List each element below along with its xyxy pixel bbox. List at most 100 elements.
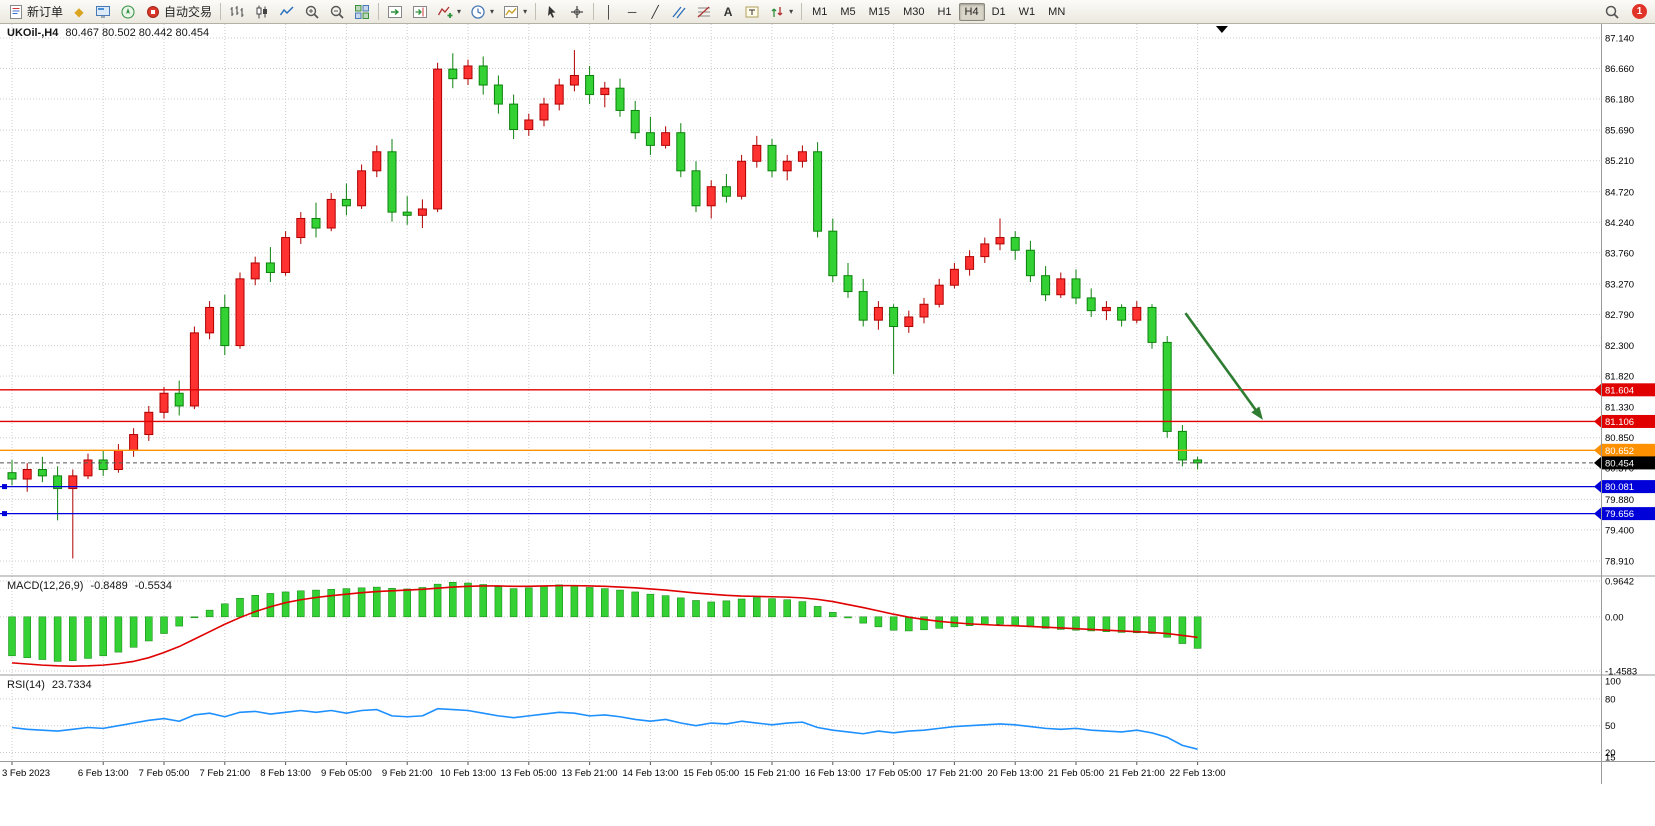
line-handle[interactable] — [2, 511, 7, 517]
zoom-out-button[interactable] — [325, 2, 349, 22]
macd-bar — [905, 616, 913, 632]
bar-chart-icon — [230, 5, 244, 17]
svg-text:81.820: 81.820 — [1605, 372, 1634, 383]
chart-canvas[interactable]: 87.140 86.660 86.180 85.690 85.210 84.720 84.2… — [0, 24, 1655, 826]
candle-body — [691, 170, 701, 207]
arrows-tool-button[interactable]: ▾ — [765, 2, 797, 22]
svg-text:15 Feb 05:00: 15 Feb 05:00 — [683, 768, 739, 779]
macd-bar — [403, 588, 411, 618]
macd-bar — [373, 586, 381, 618]
macd-bar — [798, 601, 807, 618]
horizontal-line-icon: ─ — [627, 4, 637, 19]
horizontal-line-tool-button[interactable]: ─ — [621, 2, 643, 22]
macd-bar — [1041, 616, 1050, 629]
macd-bar — [616, 589, 624, 618]
navigator-button[interactable] — [116, 2, 140, 22]
timeframe-m5-button[interactable]: M5 — [840, 5, 856, 18]
candle-body — [1177, 430, 1187, 461]
channel-tool-button[interactable] — [667, 2, 691, 22]
metaeditor-button[interactable]: ◆ — [68, 2, 90, 22]
rsi-axis-label: 50 — [1605, 721, 1616, 732]
search-button[interactable] — [1600, 2, 1624, 22]
candle-body — [995, 237, 1005, 245]
candle-body — [281, 237, 291, 273]
svg-text:14 Feb 13:00: 14 Feb 13:00 — [622, 768, 678, 779]
candle-body — [326, 198, 336, 229]
timeframe-d1-button[interactable]: D1 — [991, 5, 1006, 18]
periods-button[interactable]: ▾ — [466, 2, 498, 22]
chart-shift-marker[interactable] — [1215, 26, 1228, 33]
chart-window[interactable]: 87.140 86.660 86.180 85.690 85.210 84.720 84.2… — [0, 24, 1655, 826]
current-price-badge — [1601, 456, 1655, 470]
macd-bar — [1011, 616, 1019, 626]
autotrading-button[interactable]: 自动交易 — [141, 2, 216, 22]
price-badge-notch — [1594, 444, 1601, 457]
price-axis[interactable] — [1601, 24, 1655, 784]
macd-axis-label: 0.00 — [1605, 612, 1624, 623]
macd-bar — [38, 616, 47, 660]
channel-icon — [672, 6, 686, 18]
macd-bar — [297, 590, 305, 618]
candle-body — [1132, 306, 1142, 321]
macd-bar — [631, 591, 639, 618]
toolbar-right-group: 1 — [1600, 2, 1651, 22]
macd-bar — [1178, 616, 1187, 644]
vertical-line-tool-button[interactable]: │ — [598, 2, 620, 22]
candle-body — [858, 291, 868, 321]
auto-scroll-button[interactable] — [383, 2, 407, 22]
timeframe-mn-button[interactable]: MN — [1048, 5, 1066, 18]
candle-body — [585, 74, 595, 96]
candlestick-chart-button[interactable] — [250, 2, 274, 22]
price-level-badge — [1601, 507, 1655, 521]
zoom-in-button[interactable] — [300, 2, 324, 22]
cursor-button[interactable] — [540, 2, 564, 22]
timeframe-h4-button[interactable]: H4 — [958, 2, 985, 21]
templates-button[interactable]: ▾ — [499, 2, 531, 22]
candle-body — [144, 411, 154, 436]
macd-bar — [342, 588, 351, 618]
macd-bar — [84, 616, 92, 659]
terminal-button[interactable] — [91, 2, 115, 22]
notification-badge[interactable]: 1 — [1632, 4, 1647, 19]
macd-histogram — [8, 582, 1202, 662]
candle-body — [813, 151, 823, 232]
text-label-tool-button[interactable] — [740, 2, 764, 22]
rsi-axis-label: 20 — [1605, 748, 1616, 759]
macd-bar — [221, 603, 229, 618]
timeframe-w1-button[interactable]: W1 — [1018, 5, 1036, 18]
timeframe-m1-button[interactable]: M1 — [812, 5, 828, 18]
macd-bar — [1163, 616, 1171, 638]
vertical-line-icon: │ — [605, 4, 613, 19]
zoom-out-icon — [330, 5, 344, 19]
fibonacci-tool-button[interactable] — [692, 2, 716, 22]
tile-windows-button[interactable] — [350, 2, 374, 22]
candle-body — [53, 475, 63, 490]
crosshair-button[interactable] — [565, 2, 589, 22]
macd-axis-label: -1.4583 — [1605, 666, 1637, 677]
text-tool-button[interactable]: A — [717, 2, 739, 22]
line-handle[interactable] — [2, 484, 7, 490]
candle-body — [843, 275, 853, 293]
candle-body — [341, 198, 351, 207]
trend-arrow-head — [1251, 406, 1263, 420]
svg-text:13 Feb 21:00: 13 Feb 21:00 — [562, 768, 618, 779]
candle-body — [904, 316, 914, 328]
svg-text:79.400: 79.400 — [1605, 525, 1634, 536]
macd-bar — [175, 616, 183, 627]
timeframe-m15-button[interactable]: M15 — [868, 5, 891, 18]
macd-bar — [996, 616, 1004, 625]
indicators-button[interactable]: ▾ — [433, 2, 465, 22]
chart-shift-button[interactable] — [408, 2, 432, 22]
trendline-tool-button[interactable]: ╱ — [644, 2, 666, 22]
trend-arrow[interactable] — [1184, 312, 1260, 416]
bar-chart-button[interactable] — [225, 2, 249, 22]
line-chart-button[interactable] — [275, 2, 299, 22]
timeframe-m30-button[interactable]: M30 — [903, 5, 925, 18]
time-axis[interactable] — [0, 762, 1601, 785]
svg-text:21 Feb 21:00: 21 Feb 21:00 — [1109, 768, 1165, 779]
candle-body — [919, 303, 929, 318]
candlestick-chart-icon — [256, 5, 268, 18]
new-order-button[interactable]: 新订单 — [4, 2, 67, 22]
candle-body — [797, 151, 807, 162]
timeframe-h1-button[interactable]: H1 — [937, 5, 952, 18]
